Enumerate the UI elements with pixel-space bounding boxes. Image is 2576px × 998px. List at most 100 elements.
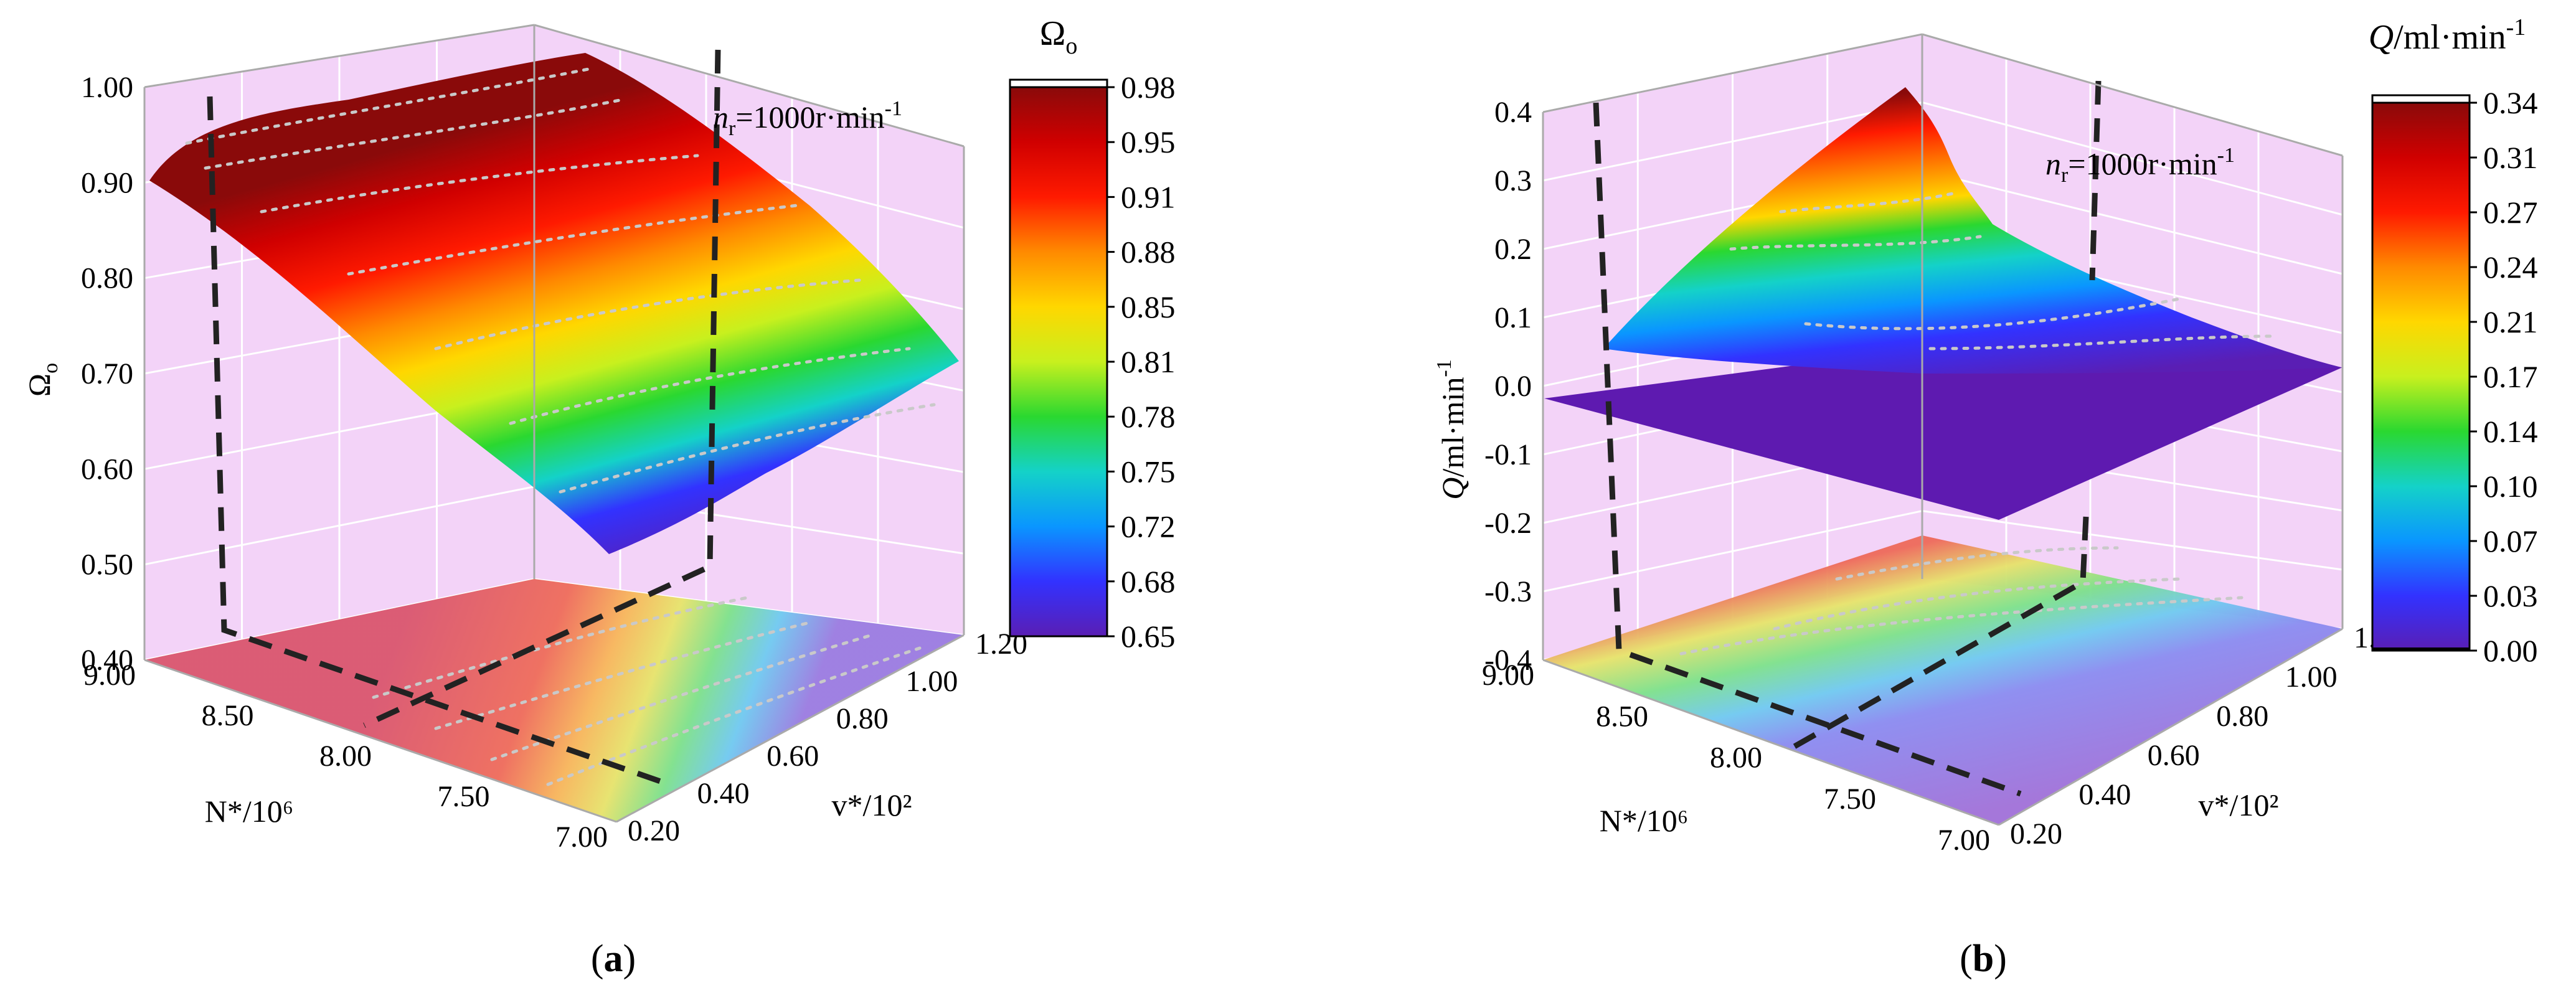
- x-tick-label: 8.50: [202, 699, 254, 732]
- x-axis-label: N*/10⁶: [205, 794, 293, 829]
- z-tick-label: 0.4: [1494, 96, 1532, 129]
- z-tick-label: 0.1: [1494, 301, 1532, 334]
- colorbar-top-cap: [2371, 94, 2471, 104]
- x-tick-label: 7.50: [438, 780, 490, 813]
- colorbar-title: Ωo: [1040, 14, 1078, 59]
- contour-line: [185, 67, 593, 145]
- colorbar-tick-label: 0.24: [2483, 250, 2538, 285]
- surface-peak: [1603, 87, 2341, 374]
- colorbar-tick-label: 0.07: [2483, 524, 2538, 558]
- y-axis-label: v*/10²: [832, 788, 912, 822]
- colorbar-tick-label: 0.17: [2483, 359, 2538, 394]
- z-tick-label: 0.90: [81, 166, 133, 199]
- y-tick-label: 0.40: [2078, 778, 2131, 811]
- panel-caption: (a): [591, 938, 636, 980]
- contour-line: [434, 621, 811, 730]
- x-axis-label: N*/10⁶: [1600, 803, 1688, 838]
- z-tick-label: -0.1: [1484, 438, 1532, 471]
- colorbar-tick-label: 0.85: [1121, 290, 1176, 324]
- z-tick-label: 0.70: [81, 357, 133, 390]
- speed-annotation: nr=1000r·min-1: [713, 97, 902, 140]
- colorbar-tick-label: 0.95: [1121, 125, 1176, 159]
- y-tick-label: 0.20: [628, 814, 680, 847]
- box-edges: [1542, 33, 2344, 826]
- z-tick-label: -0.2: [1484, 507, 1532, 540]
- x-tick-label: 9.00: [1482, 659, 1534, 692]
- y-tick-label: 1.00: [2285, 661, 2338, 694]
- colorbar-top-cap: [1009, 78, 1108, 88]
- contour-line: [546, 646, 923, 786]
- surface-flat-region: [1544, 349, 2342, 520]
- z-tick-label: 0.3: [1494, 164, 1532, 197]
- y-tick-label: 0.40: [697, 777, 750, 810]
- x-tick-label: 7.50: [1824, 783, 1876, 816]
- y-tick-label: 0.60: [767, 740, 819, 773]
- x-tick-label: 7.00: [1938, 824, 1990, 857]
- contour-line: [1679, 596, 2243, 656]
- contour-line: [260, 154, 699, 214]
- z-tick-label: 0.80: [81, 262, 133, 295]
- colorbar-tick-label: 0.31: [2483, 140, 2538, 175]
- contour-line: [509, 347, 911, 425]
- y-tick-label: 0.20: [2010, 817, 2062, 850]
- box-edges: [143, 24, 965, 823]
- x-tick-label: 8.50: [1596, 700, 1648, 733]
- contour-line: [1928, 334, 2275, 351]
- surface: [149, 53, 959, 554]
- colorbar-tick-label: 0.81: [1121, 344, 1176, 379]
- colorbar-tick-label: 0.88: [1121, 235, 1176, 270]
- x-tick-label: 8.00: [1710, 741, 1762, 774]
- z-tick-label: 0.60: [81, 453, 133, 486]
- y-tick-label: 0.80: [2216, 700, 2268, 733]
- y-tick-label: 0.60: [2148, 739, 2200, 772]
- z-tick-label: 0.50: [81, 548, 133, 581]
- colorbar-tick-label: 0.78: [1121, 399, 1176, 434]
- contour-line: [1729, 235, 1982, 251]
- contour-line: [1773, 577, 2181, 631]
- z-axis-label: Ωo: [22, 363, 62, 397]
- dashed-guides: [1593, 80, 2102, 797]
- colorbar-tick-label: 0.14: [2483, 414, 2538, 449]
- colorbar-tick-label: 0.91: [1121, 179, 1176, 214]
- x-tick-label: 8.00: [319, 740, 372, 773]
- floor-contour-lines: [1679, 546, 2243, 656]
- colorbar-ticks: 0.34 0.31 0.27 0.24 0.21 0.17 0.14 0.10 0.07 0.03…: [2470, 85, 2538, 668]
- contour-line: [1835, 546, 2119, 581]
- colorbar-tick-label: 0.00: [2483, 633, 2538, 668]
- y-axis-label: v*/10²: [2199, 788, 2279, 822]
- colorbar-tick-label: 0.03: [2483, 578, 2538, 613]
- colorbar-tick-label: 0.34: [2483, 85, 2538, 120]
- z-tick-label: 0.40: [81, 644, 133, 677]
- surface-contour-lines: [185, 67, 936, 494]
- z-tick-label: 0.0: [1494, 370, 1532, 403]
- y-tick-label: 1.00: [905, 665, 958, 698]
- z-axis-label: Q/ml·min-1: [1433, 359, 1470, 500]
- colorbar-bottom-cap: [2372, 647, 2470, 651]
- contour-line: [347, 204, 799, 276]
- x-tick-label: 7.00: [555, 821, 608, 854]
- colorbar-tick-label: 0.98: [1121, 70, 1176, 105]
- colorbar-tick-label: 0.10: [2483, 469, 2538, 504]
- contour-line: [1779, 191, 1957, 214]
- colorbar-tick-label: 0.65: [1121, 619, 1176, 654]
- x-tick-label: 9.00: [83, 659, 136, 692]
- axis-tick-labels: 0.40 0.50 0.60 0.70 0.80 0.90 1.00 7.00 7.50 8.00…: [81, 71, 1027, 854]
- colorbar-tick-label: 0.75: [1121, 454, 1176, 489]
- panel-caption: (b): [1960, 938, 2007, 980]
- z-tick-label: 1.00: [81, 71, 133, 104]
- floor-contour-map: [144, 579, 964, 822]
- colorbar: Q/ml·min-1 0.340.310.270.240.210.170.140…: [2369, 14, 2538, 668]
- dashed-guides: [207, 49, 721, 788]
- contour-line: [434, 278, 861, 351]
- colorbar-tick-label: 0.27: [2483, 195, 2538, 230]
- floor-contour-map: [1543, 535, 2342, 825]
- y-tick-label: 0.80: [836, 702, 889, 735]
- colorbar-title: Q/ml·min-1: [2369, 14, 2526, 57]
- z-tick-label: -0.3: [1484, 575, 1532, 608]
- colorbar-tick-label: 0.21: [2483, 304, 2538, 339]
- speed-annotation: nr=1000r·min-1: [2045, 144, 2235, 187]
- colorbar-ticks: 0.98 0.95 0.91 0.88 0.85 0.81 0.78 0.75 0.72 0.68…: [1107, 70, 1176, 654]
- colorbar-gradient: [1009, 86, 1108, 638]
